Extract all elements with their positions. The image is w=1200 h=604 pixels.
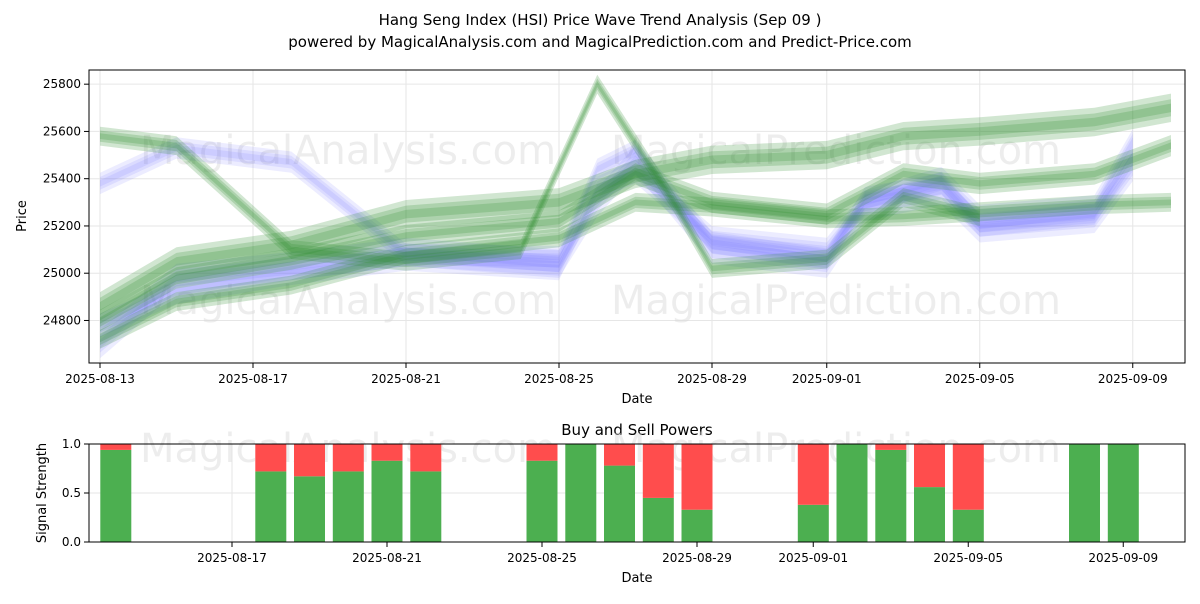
x-tick-label: 2025-08-21: [352, 551, 422, 565]
buy-bar: [1069, 444, 1100, 542]
buy-bar: [332, 471, 364, 542]
signal-bars: [100, 444, 1139, 542]
sell-bar: [410, 444, 442, 472]
x-tick-label: 2025-08-17: [218, 372, 288, 386]
figure-subtitle: powered by MagicalAnalysis.com and Magic…: [288, 33, 912, 51]
figure-title: Hang Seng Index (HSI) Price Wave Trend A…: [379, 11, 822, 29]
x-tick-label: 2025-08-29: [662, 551, 732, 565]
x-tick-label: 2025-09-05: [933, 551, 1003, 565]
wave-band-blue: [100, 145, 1133, 359]
signal-x-axis-label: Date: [621, 571, 652, 586]
x-tick-label: 2025-09-01: [792, 372, 862, 386]
price-watermarks: MagicalAnalysis.com MagicalPrediction.co…: [140, 128, 1061, 324]
sell-bar: [332, 444, 364, 472]
wave-band-green: [100, 192, 1171, 349]
buy-bar: [642, 497, 674, 542]
sell-bar: [604, 444, 635, 466]
sell-bar: [914, 444, 945, 488]
x-tick-label: 2025-09-01: [778, 551, 848, 565]
price-x-ticks: 2025-08-13 2025-08-17 2025-08-21 2025-08-25…: [65, 363, 1168, 386]
watermark-text: MagicalPrediction.com: [611, 128, 1061, 174]
sell-bar: [255, 444, 287, 472]
price-y-axis-label: Price: [15, 200, 30, 232]
buy-bar: [100, 449, 132, 542]
sell-bar: [875, 444, 907, 450]
y-tick-label: 25200: [43, 219, 81, 233]
wave-band-green: [100, 99, 1171, 315]
x-tick-label: 2025-09-09: [1088, 551, 1158, 565]
wave-band-green: [100, 135, 1171, 332]
y-tick-label: 25600: [43, 124, 81, 138]
signal-y-axis-label: Signal Strength: [35, 443, 50, 543]
wave-band-green: [100, 103, 1171, 311]
price-panel: MagicalAnalysis.com MagicalPrediction.co…: [15, 69, 1186, 407]
x-tick-label: 2025-08-25: [507, 551, 577, 565]
watermark-text: MagicalPrediction.com: [611, 278, 1061, 324]
sell-bar: [952, 444, 984, 510]
buy-bar: [371, 460, 403, 542]
wave-band-blue: [100, 133, 1133, 333]
buy-bar: [604, 465, 635, 542]
signal-panel: Buy and Sell Powers MagicalAnalysis.com …: [35, 421, 1186, 586]
wave-band-blue: [100, 141, 1133, 266]
buy-bar: [294, 476, 325, 542]
x-tick-label: 2025-08-17: [197, 551, 267, 565]
buy-bar: [914, 487, 945, 542]
buy-bar: [797, 504, 829, 542]
price-axes-frame: [88, 69, 1186, 364]
wave-band-blue: [100, 129, 1133, 337]
buy-bar: [255, 471, 287, 542]
sell-bar: [642, 444, 674, 498]
watermark-text: MagicalAnalysis.com: [140, 278, 556, 324]
signal-y-ticks: 0.0 0.5 1.0: [62, 437, 89, 549]
signal-panel-title: Buy and Sell Powers: [561, 421, 713, 439]
wave-band-green: [100, 196, 1171, 345]
price-y-ticks: 24800 25000 25200 25400 25600 25800: [43, 77, 89, 327]
wave-band-blue: [100, 137, 1133, 270]
buy-bar: [681, 509, 713, 542]
price-x-axis-label: Date: [621, 392, 652, 407]
wave-band-blue: [100, 151, 1133, 353]
sell-bar: [681, 444, 713, 510]
sell-bar: [100, 444, 132, 450]
buy-bar: [875, 449, 907, 542]
buy-bar: [526, 460, 558, 542]
sell-bar: [294, 444, 325, 477]
x-tick-label: 2025-08-25: [524, 372, 594, 386]
y-tick-label: 0.0: [62, 535, 81, 549]
x-tick-label: 2025-08-29: [677, 372, 747, 386]
sell-bar: [797, 444, 829, 505]
wave-band-green: [100, 93, 1171, 321]
buy-bar: [836, 444, 868, 542]
y-tick-label: 25000: [43, 266, 81, 280]
buy-bar: [565, 444, 597, 542]
wave-band-green: [100, 139, 1171, 327]
x-tick-label: 2025-08-13: [65, 372, 135, 386]
sell-bar: [526, 444, 558, 461]
watermark-text: MagicalPrediction.com: [611, 426, 1061, 472]
y-tick-label: 1.0: [62, 437, 81, 451]
signal-x-ticks: 2025-08-17 2025-08-21 2025-08-25 2025-08-29…: [197, 542, 1158, 565]
y-tick-label: 25800: [43, 77, 81, 91]
x-tick-label: 2025-08-21: [371, 372, 441, 386]
y-tick-label: 25400: [43, 172, 81, 186]
price-waves: [100, 74, 1171, 359]
buy-bar: [952, 509, 984, 542]
y-tick-label: 24800: [43, 313, 81, 327]
price-grid: [89, 70, 1185, 363]
sell-bar: [371, 444, 403, 461]
watermark-text: MagicalAnalysis.com: [140, 128, 556, 174]
y-tick-label: 0.5: [62, 486, 81, 500]
x-tick-label: 2025-09-05: [945, 372, 1015, 386]
buy-bar: [1107, 444, 1139, 542]
x-tick-label: 2025-09-09: [1098, 372, 1168, 386]
wave-band-blue: [100, 155, 1133, 349]
buy-bar: [410, 471, 442, 542]
